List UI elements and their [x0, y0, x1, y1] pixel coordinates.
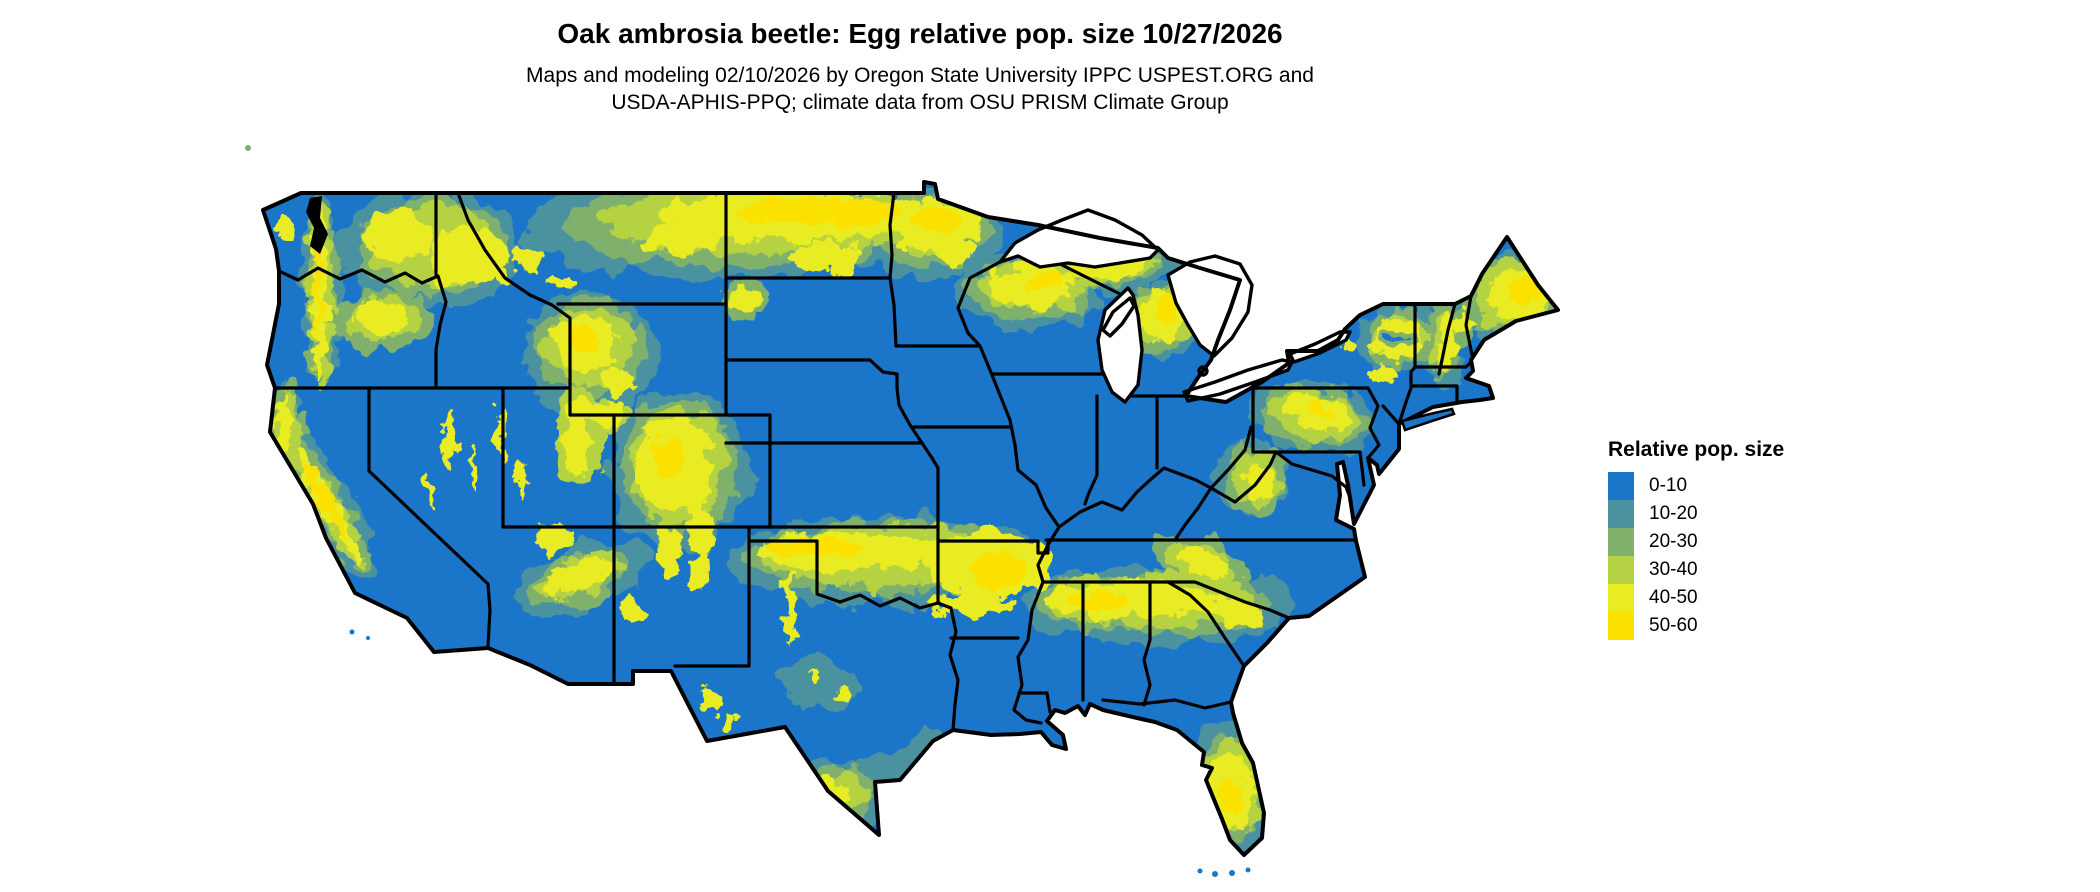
raster-adirondack-ring-center — [1383, 327, 1413, 349]
legend-item: 10-20 — [1608, 500, 1784, 528]
long-island — [1400, 407, 1456, 432]
us-map-svg — [245, 145, 1560, 877]
map-subtitle: Maps and modeling 02/10/2026 by Oregon S… — [220, 62, 1620, 116]
raster-class-50-60 — [302, 198, 1541, 815]
legend-label: 50-60 — [1649, 615, 1698, 636]
state-borders — [273, 191, 1474, 732]
legend-title: Relative pop. size — [1608, 438, 1785, 461]
legend-label: 30-40 — [1649, 559, 1698, 580]
green-bay — [1101, 296, 1136, 338]
legend-swatch-30-40 — [1608, 556, 1634, 584]
lake-superior — [998, 208, 1160, 269]
title-block: Oak ambrosia beetle: Egg relative pop. s… — [220, 18, 1620, 116]
vancouver-island-fragment — [245, 145, 251, 151]
legend-item: 50-60 — [1608, 612, 1784, 640]
legend-label: 0-10 — [1649, 475, 1688, 496]
legend-swatch-40-50 — [1608, 584, 1634, 612]
legend-swatch-20-30 — [1608, 528, 1634, 556]
legend-swatch-50-60 — [1608, 612, 1634, 640]
florida-keys — [1197, 867, 1251, 877]
lake-huron — [1166, 254, 1254, 358]
legend-label: 10-20 — [1649, 503, 1698, 524]
map-title: Oak ambrosia beetle: Egg relative pop. s… — [557, 18, 1283, 49]
legend-item: 0-10 — [1608, 472, 1784, 500]
legend-item: 30-40 — [1608, 556, 1784, 584]
map-subtitle-line1: Maps and modeling 02/10/2026 by Oregon S… — [526, 64, 1314, 87]
legend-swatch-0-10 — [1608, 472, 1634, 500]
channel-islands — [349, 629, 370, 640]
legend-label: 40-50 — [1649, 587, 1698, 608]
us-population-map — [200, 140, 1590, 892]
puget-sound — [306, 196, 328, 254]
map-subtitle-line2: USDA-APHIS-PPQ; climate data from OSU PR… — [611, 91, 1229, 114]
legend-item: 40-50 — [1608, 584, 1784, 612]
legend-swatch-10-20 — [1608, 500, 1634, 528]
legend-label: 20-30 — [1649, 531, 1698, 552]
population-raster — [263, 182, 1558, 850]
legend: Relative pop. size 0-10 10-20 20-30 30-4… — [1608, 438, 1784, 640]
legend-item: 20-30 — [1608, 528, 1784, 556]
